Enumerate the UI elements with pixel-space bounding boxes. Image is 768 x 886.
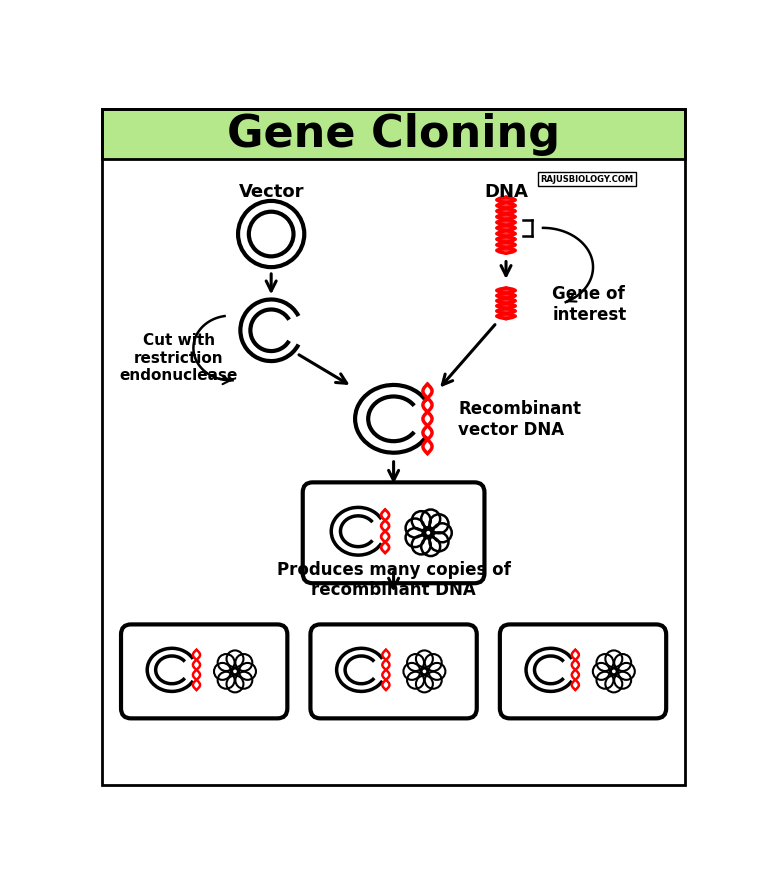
FancyBboxPatch shape <box>310 625 477 719</box>
FancyBboxPatch shape <box>500 625 666 719</box>
FancyBboxPatch shape <box>303 483 485 584</box>
FancyBboxPatch shape <box>121 625 287 719</box>
Text: RAJUSBIOLOGY.COM: RAJUSBIOLOGY.COM <box>541 175 634 184</box>
Text: Gene Cloning: Gene Cloning <box>227 113 560 156</box>
Text: Gene of
interest: Gene of interest <box>552 284 627 323</box>
Text: Vector: Vector <box>238 183 304 201</box>
Text: DNA: DNA <box>484 183 528 201</box>
FancyBboxPatch shape <box>102 110 685 159</box>
Text: Produces many copies of
recombinant DNA: Produces many copies of recombinant DNA <box>276 560 511 599</box>
Text: Recombinant
vector DNA: Recombinant vector DNA <box>458 400 581 439</box>
Text: Cut with
restriction
endonuclease: Cut with restriction endonuclease <box>120 333 238 383</box>
